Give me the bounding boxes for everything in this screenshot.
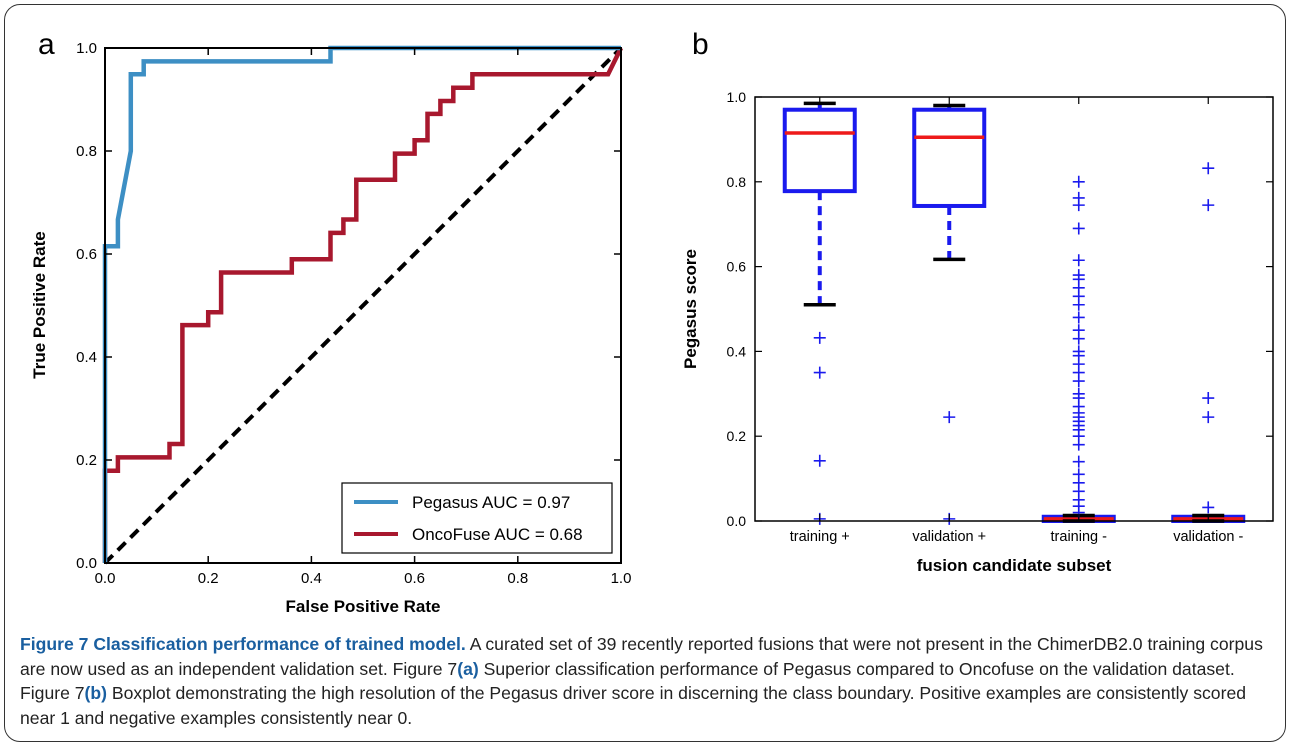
caption-title: Figure 7 Classification performance of t… <box>20 634 466 654</box>
roc-legend: Pegasus AUC = 0.97 OncoFuse AUC = 0.68 <box>341 482 613 554</box>
legend-label-oncofuse: OncoFuse AUC = 0.68 <box>412 525 583 544</box>
y-tick-label: 0.8 <box>727 174 747 190</box>
outlier-training-neg <box>1072 254 1085 267</box>
y-tick-label: 0.6 <box>727 259 747 275</box>
x-tick-label: 1.0 <box>611 570 632 587</box>
boxplot-y-axis-label: Pegasus score <box>681 249 700 369</box>
outlier-training-pos <box>813 331 826 344</box>
outlier-training-neg <box>1072 298 1085 311</box>
series-line-oncofuse <box>102 47 624 563</box>
caption-text-5: Boxplot demonstrating the high resolutio… <box>107 683 981 703</box>
category-label: validation + <box>912 529 986 545</box>
y-tick-label: 1.0 <box>76 40 97 57</box>
boxplot-chart: 0.0 0.2 0.4 0.6 0.8 1.0 training + validation +… <box>681 89 1274 575</box>
outlier-training-neg <box>1072 332 1085 345</box>
x-tick-label: 0.2 <box>198 570 219 587</box>
y-tick-label: 0.8 <box>76 143 97 160</box>
roc-y-axis-label: True Positive Rate <box>30 231 49 378</box>
caption-text-1: A curated set of 39 recently reported fu… <box>465 634 1143 654</box>
x-tick-label: 0.8 <box>507 570 528 587</box>
boxplot-ticks: 0.0 0.2 0.4 0.6 0.8 1.0 training + validation +… <box>727 89 1273 545</box>
outlier-training-neg <box>1072 199 1085 212</box>
caption-text-4: the validation dataset. Figure 7 <box>20 658 1235 704</box>
outlier-training-pos <box>813 454 826 467</box>
x-tick-label: 0.4 <box>301 570 322 587</box>
roc-series-group <box>102 45 624 565</box>
chance-diagonal-line <box>103 46 623 565</box>
outlier-validation-neg <box>1202 392 1215 405</box>
outlier-validation-pos <box>943 411 956 424</box>
y-tick-label: 0.2 <box>727 428 747 444</box>
roc-x-axis-label: False Positive Rate <box>286 597 441 616</box>
y-tick-label: 0.6 <box>76 246 97 263</box>
roc-plot-frame <box>104 47 622 564</box>
boxplot-x-axis-label: fusion candidate subset <box>917 556 1112 575</box>
panel-b-label: b <box>692 28 709 61</box>
legend-label-pegasus: Pegasus AUC = 0.97 <box>412 493 570 512</box>
y-tick-label: 0.4 <box>727 343 747 359</box>
figure-frame <box>4 4 1286 742</box>
outlier-training-neg <box>1072 175 1085 188</box>
category-label: training - <box>1051 529 1108 545</box>
roc-ticks: 0.0 0.2 0.4 0.6 0.8 1.0 0.0 0.2 0.4 0.6 0.8 1.0 <box>76 40 631 587</box>
caption-text-3: Superior classification performance of P… <box>478 658 1059 679</box>
caption-ref-b: (b) <box>84 683 108 703</box>
outlier-validation-neg <box>1202 162 1215 175</box>
outlier-training-neg <box>1072 455 1085 468</box>
series-line-pegasus <box>102 45 621 563</box>
y-tick-label: 0.0 <box>76 555 97 572</box>
boxplot-marks <box>782 101 1246 525</box>
caption-text-2: training corpus are now used as an indep… <box>20 634 1263 679</box>
y-tick-label: 0.4 <box>76 349 97 366</box>
box-validation-pos <box>912 107 987 208</box>
outlier-validation-neg <box>1202 199 1215 212</box>
y-tick-label: 0.2 <box>76 452 97 469</box>
y-tick-label: 1.0 <box>727 89 747 105</box>
boxplot-plot-frame <box>754 96 1274 522</box>
caption-text-6: examples are consistently scored near 1 … <box>20 683 1247 728</box>
panel-a-label: a <box>38 28 55 61</box>
box-training-pos <box>782 107 857 194</box>
outlier-training-pos <box>813 366 826 379</box>
outlier-training-neg <box>1072 438 1085 451</box>
outlier-training-neg <box>1072 375 1085 388</box>
category-label: training + <box>790 529 850 545</box>
x-tick-label: 0.0 <box>95 570 116 587</box>
outlier-training-neg <box>1072 311 1085 324</box>
caption-ref-a: (a) <box>457 658 479 679</box>
roc-chart: 0.0 0.2 0.4 0.6 0.8 1.0 0.0 0.2 0.4 0.6 0.8 1.0 Fal… <box>30 40 631 616</box>
outlier-training-neg <box>1072 222 1085 235</box>
outlier-validation-neg <box>1202 411 1215 424</box>
category-label: validation - <box>1173 529 1243 545</box>
figure-caption: Figure 7 Classification performance of t… <box>20 632 1270 730</box>
x-tick-label: 0.6 <box>404 570 425 587</box>
y-tick-label: 0.0 <box>727 513 747 529</box>
roc-legend-box <box>341 482 613 554</box>
outlier-validation-neg <box>1202 501 1215 514</box>
